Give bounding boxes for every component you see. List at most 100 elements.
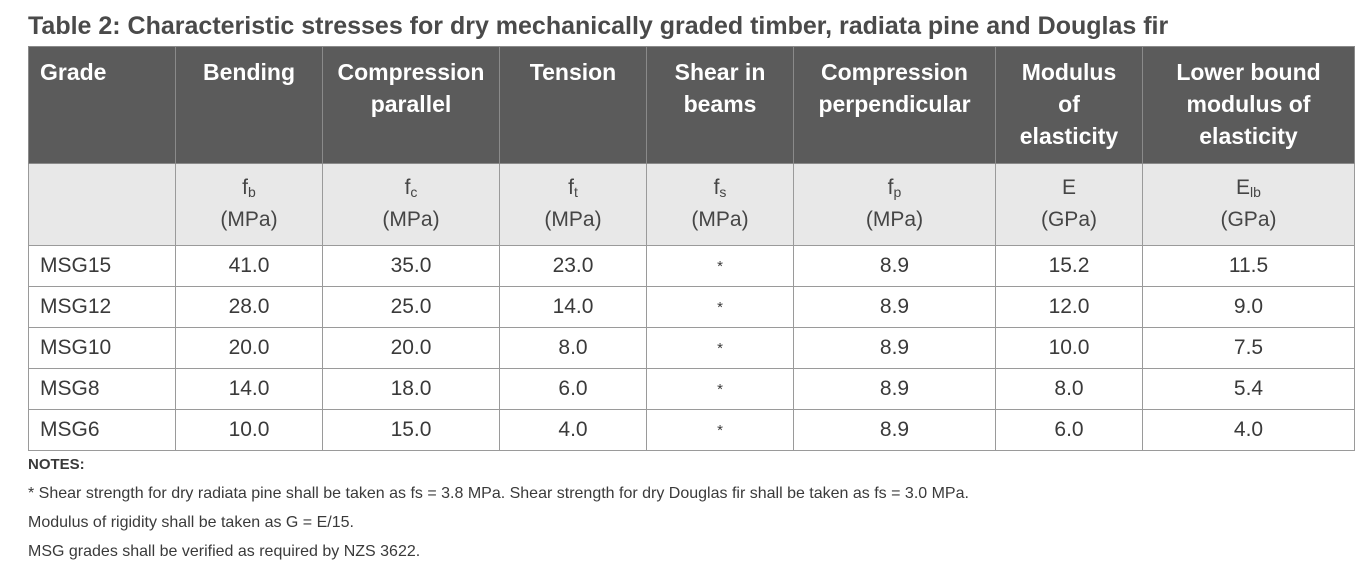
grade-cell: MSG15 <box>28 245 176 287</box>
header-line: elasticity <box>1199 123 1298 149</box>
table-cell: 14.0 <box>499 286 647 328</box>
header-line: modulus of <box>1186 91 1311 117</box>
header-line: perpendicular <box>818 91 971 117</box>
table-cell: 12.0 <box>995 286 1143 328</box>
table-cell: * <box>646 327 794 369</box>
header-bending: Bending <box>175 46 323 164</box>
symbol-cell-fb: fb (MPa) <box>175 163 323 246</box>
table-row: MSG10 20.0 20.0 8.0 * 8.9 10.0 7.5 <box>28 327 1355 369</box>
symbol-cell-fc: fc (MPa) <box>322 163 500 246</box>
table-cell: 8.9 <box>793 327 996 369</box>
table-cell: 23.0 <box>499 245 647 287</box>
header-line: Lower bound <box>1176 59 1321 85</box>
table-cell: * <box>646 286 794 328</box>
header-tension: Tension <box>499 46 647 164</box>
grade-cell: MSG8 <box>28 368 176 410</box>
table-cell: 8.9 <box>793 286 996 328</box>
table-cell: 35.0 <box>322 245 500 287</box>
table-cell: 8.0 <box>995 368 1143 410</box>
note-shear-strength: * Shear strength for dry radiata pine sh… <box>28 485 969 502</box>
table-cell: 8.9 <box>793 409 996 451</box>
symbol-unit: (MPa) <box>544 208 602 231</box>
symbol-base: f <box>887 176 894 199</box>
symbol-cell-e: E (GPa) <box>995 163 1143 246</box>
header-line: Compression <box>821 59 968 85</box>
table-cell: 9.0 <box>1142 286 1355 328</box>
header-modulus-of-elasticity: Modulus of elasticity <box>995 46 1143 164</box>
header-line: elasticity <box>1019 123 1119 149</box>
symbol-base: f <box>713 176 720 199</box>
symbol-subscript: p <box>893 184 902 200</box>
notes-title: NOTES: <box>28 456 85 473</box>
table-cell: 4.0 <box>1142 409 1355 451</box>
header-row: Grade Bending Compression parallel Tensi… <box>28 46 1355 164</box>
symbol-cell-fs: fs (MPa) <box>646 163 794 246</box>
symbol-unit: (GPa) <box>1220 208 1277 231</box>
symbol-subscript: lb <box>1250 184 1261 200</box>
header-line: Shear in <box>674 59 766 85</box>
symbol-unit: (GPa) <box>1040 208 1097 231</box>
table-row: MSG8 14.0 18.0 6.0 * 8.9 8.0 5.4 <box>28 368 1355 410</box>
symbol-base: E <box>1236 176 1251 199</box>
table-row: MSG12 28.0 25.0 14.0 * 8.9 12.0 9.0 <box>28 286 1355 328</box>
symbol-unit: (MPa) <box>691 208 749 231</box>
symbol-base: f <box>404 176 411 199</box>
table-row: MSG15 41.0 35.0 23.0 * 8.9 15.2 11.5 <box>28 245 1355 287</box>
table-cell: * <box>646 368 794 410</box>
table-cell: 11.5 <box>1142 245 1355 287</box>
table-cell: 18.0 <box>322 368 500 410</box>
symbol-unit: (MPa) <box>865 208 924 231</box>
header-line: Bending <box>203 59 295 85</box>
table-cell: 8.0 <box>499 327 647 369</box>
table-cell: 28.0 <box>175 286 323 328</box>
table-title: Table 2: Characteristic stresses for dry… <box>28 12 1169 40</box>
table-cell: 20.0 <box>175 327 323 369</box>
header-line: of <box>1058 91 1080 117</box>
header-lower-bound-modulus: Lower bound modulus of elasticity <box>1142 46 1355 164</box>
table-row: MSG6 10.0 15.0 4.0 * 8.9 6.0 4.0 <box>28 409 1355 451</box>
symbol-cell-grade <box>28 163 176 246</box>
header-grade: Grade <box>28 46 176 164</box>
table-cell: 8.9 <box>793 368 996 410</box>
symbol-subscript: c <box>410 184 418 200</box>
table-cell: 15.0 <box>322 409 500 451</box>
symbol-cell-ft: ft (MPa) <box>499 163 647 246</box>
table-cell: 6.0 <box>499 368 647 410</box>
header-line: Compression <box>337 59 485 85</box>
table-cell: 6.0 <box>995 409 1143 451</box>
table-cell: 5.4 <box>1142 368 1355 410</box>
grade-cell: MSG10 <box>28 327 176 369</box>
symbol-base: E <box>1061 176 1076 199</box>
symbol-cell-elb: Elb (GPa) <box>1142 163 1355 246</box>
header-shear-in-beams: Shear in beams <box>646 46 794 164</box>
header-line: Tension <box>529 59 617 85</box>
symbol-base: f <box>242 176 249 199</box>
table-cell: 8.9 <box>793 245 996 287</box>
symbol-subscript: b <box>248 184 256 200</box>
symbol-unit: (MPa) <box>382 208 440 231</box>
table-cell: 25.0 <box>322 286 500 328</box>
table-cell: * <box>646 409 794 451</box>
table-cell: * <box>646 245 794 287</box>
notes-section: NOTES: * Shear strength for dry radiata … <box>28 456 969 572</box>
symbol-row: fb (MPa) fc (MPa) ft (MPa) fs (MPa) fp (… <box>28 163 1355 246</box>
table-cell: 41.0 <box>175 245 323 287</box>
note-modulus-of-rigidity: Modulus of rigidity shall be taken as G … <box>28 514 354 531</box>
symbol-unit: (MPa) <box>220 208 278 231</box>
symbol-subscript: t <box>573 184 578 200</box>
note-msg-verification: MSG grades shall be verified as required… <box>28 543 421 560</box>
table-cell: 7.5 <box>1142 327 1355 369</box>
header-line: beams <box>683 91 757 117</box>
header-line: Modulus <box>1021 59 1117 85</box>
symbol-cell-fp: fp (MPa) <box>793 163 996 246</box>
header-compression-perpendicular: Compression perpendicular <box>793 46 996 164</box>
grade-cell: MSG6 <box>28 409 176 451</box>
table-cell: 20.0 <box>322 327 500 369</box>
grade-cell: MSG12 <box>28 286 176 328</box>
symbol-subscript: s <box>719 184 727 200</box>
symbol-base: f <box>568 176 574 199</box>
table-cell: 10.0 <box>995 327 1143 369</box>
table-cell: 10.0 <box>175 409 323 451</box>
table-cell: 4.0 <box>499 409 647 451</box>
header-line: Grade <box>40 59 107 85</box>
